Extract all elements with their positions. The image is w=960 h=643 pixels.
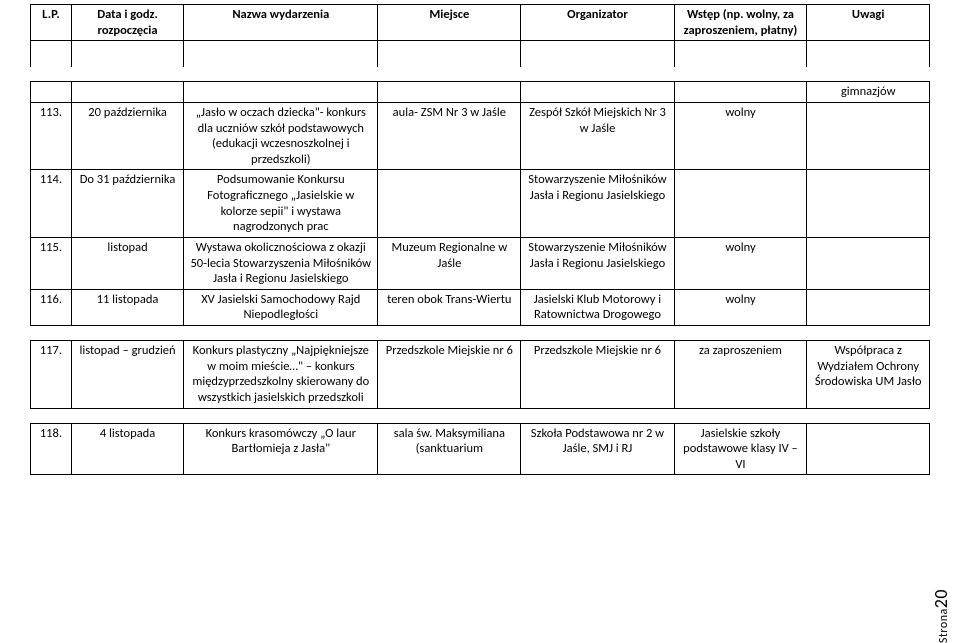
cell-place: teren obok Trans-Wiertu (378, 289, 521, 325)
header-date: Data i godz. rozpoczęcia (71, 5, 183, 41)
header-name: Nazwa wydarzenia (184, 5, 378, 41)
cell-lp: 116. (31, 289, 72, 325)
cell-notes: Współpraca z Wydziałem Ochrony Środowisk… (807, 341, 930, 409)
header-place: Miejsce (378, 5, 521, 41)
table-row: 113. 20 października „Jasło w oczach dzi… (31, 102, 930, 170)
cell-date: 20 października (71, 102, 183, 170)
cell-entry (674, 170, 807, 238)
page-number-label: Strona (937, 608, 951, 643)
cell-date: listopad (71, 237, 183, 289)
cell-place: Muzeum Regionalne w Jaśle (378, 237, 521, 289)
table-row: 117. listopad – grudzień Konkurs plastyc… (31, 341, 930, 409)
table-row: 114. Do 31 października Podsumowanie Kon… (31, 170, 930, 238)
header-notes: Uwagi (807, 5, 930, 41)
header-entry: Wstęp (np. wolny, za zaproszeniem, płatn… (674, 5, 807, 41)
cell-org: Zespół Szkół Miejskich Nr 3 w Jaśle (521, 102, 674, 170)
cell-notes (807, 102, 930, 170)
cell-org: Szkoła Podstawowa nr 2 w Jaśle, SMJ i RJ (521, 423, 674, 475)
table-row: 115. listopad Wystawa okolicznościowa z … (31, 237, 930, 289)
cell-place: aula- ZSM Nr 3 w Jaśle (378, 102, 521, 170)
cell-lp: 115. (31, 237, 72, 289)
gap-row (31, 326, 930, 341)
cell-place: sala św. Maksymiliana (sanktuarium (378, 423, 521, 475)
gap-row (31, 408, 930, 423)
cell-name: Konkurs krasomówczy „O laur Bartłomieja … (184, 423, 378, 475)
cell-place: Przedszkole Miejskie nr 6 (378, 341, 521, 409)
cell-date: Do 31 października (71, 170, 183, 238)
page-number: Strona20 (930, 589, 952, 643)
top-note-row: gimnazjów (31, 82, 930, 103)
page: L.P. Data i godz. rozpoczęcia Nazwa wyda… (0, 0, 960, 605)
body-table: gimnazjów 113. 20 października „Jasło w … (30, 81, 930, 475)
cell-org: Stowarzyszenie Miłośników Jasła i Region… (521, 237, 674, 289)
header-org: Organizator (521, 5, 674, 41)
cell-date: 4 listopada (71, 423, 183, 475)
cell-name: Podsumowanie Konkursu Fotograficznego „J… (184, 170, 378, 238)
cell-lp: 114. (31, 170, 72, 238)
cell-lp: 113. (31, 102, 72, 170)
cell-org: Jasielski Klub Motorowy i Ratownictwa Dr… (521, 289, 674, 325)
cell-entry: za zaproszeniem (674, 341, 807, 409)
cell-notes (807, 289, 930, 325)
cell-notes (807, 423, 930, 475)
cell-lp: 117. (31, 341, 72, 409)
cell-name: Wystawa okolicznościowa z okazji 50-leci… (184, 237, 378, 289)
top-note-cell: gimnazjów (807, 82, 930, 103)
cell-org: Stowarzyszenie Miłośników Jasła i Region… (521, 170, 674, 238)
cell-name: XV Jasielski Samochodowy Rajd Niepodległ… (184, 289, 378, 325)
cell-entry: wolny (674, 102, 807, 170)
header-lp: L.P. (31, 5, 72, 41)
header-spacer (31, 41, 930, 68)
cell-place (378, 170, 521, 238)
cell-name: Konkurs plastyczny „Najpiękniejsze w moi… (184, 341, 378, 409)
header-row: L.P. Data i godz. rozpoczęcia Nazwa wyda… (31, 5, 930, 41)
table-row: 116. 11 listopada XV Jasielski Samochodo… (31, 289, 930, 325)
header-table: L.P. Data i godz. rozpoczęcia Nazwa wyda… (30, 4, 930, 67)
cell-lp: 118. (31, 423, 72, 475)
cell-notes (807, 237, 930, 289)
cell-entry: wolny (674, 289, 807, 325)
cell-date: 11 listopada (71, 289, 183, 325)
cell-entry: Jasielskie szkoły podstawowe klasy IV – … (674, 423, 807, 475)
cell-org: Przedszkole Miejskie nr 6 (521, 341, 674, 409)
table-row: 118. 4 listopada Konkurs krasomówczy „O … (31, 423, 930, 475)
cell-notes (807, 170, 930, 238)
page-number-value: 20 (930, 589, 952, 608)
cell-entry: wolny (674, 237, 807, 289)
cell-date: listopad – grudzień (71, 341, 183, 409)
cell-name: „Jasło w oczach dziecka"- konkurs dla uc… (184, 102, 378, 170)
